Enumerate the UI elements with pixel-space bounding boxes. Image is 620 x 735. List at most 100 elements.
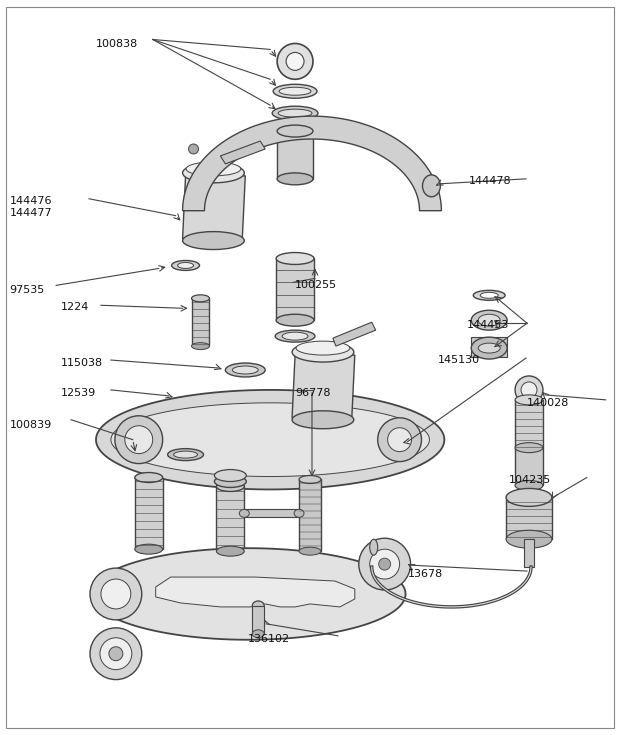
Text: 144476: 144476 [9, 196, 52, 206]
Bar [192, 298, 210, 346]
Circle shape [101, 579, 131, 609]
Text: 104235: 104235 [509, 475, 551, 484]
Circle shape [388, 428, 412, 451]
Polygon shape [182, 116, 441, 211]
Ellipse shape [277, 173, 313, 184]
Text: eReplacementParts.com: eReplacementParts.com [234, 404, 386, 416]
Circle shape [115, 416, 162, 464]
Bar [524, 539, 534, 567]
Circle shape [286, 52, 304, 71]
Polygon shape [156, 577, 355, 607]
Text: 144478: 144478 [469, 176, 512, 186]
Circle shape [90, 568, 142, 620]
Bar [277, 131, 313, 179]
Text: 100839: 100839 [9, 420, 51, 430]
Ellipse shape [167, 448, 203, 461]
Polygon shape [333, 322, 376, 346]
Ellipse shape [273, 85, 317, 98]
Ellipse shape [216, 481, 244, 492]
Ellipse shape [182, 232, 244, 249]
Ellipse shape [515, 395, 543, 405]
Ellipse shape [177, 262, 193, 268]
Circle shape [378, 417, 422, 462]
Text: 100838: 100838 [96, 40, 138, 49]
Bar [515, 400, 543, 448]
Circle shape [90, 628, 142, 680]
Ellipse shape [239, 509, 249, 517]
Ellipse shape [282, 332, 308, 340]
Ellipse shape [521, 382, 537, 398]
Ellipse shape [473, 290, 505, 301]
Ellipse shape [299, 476, 321, 484]
Ellipse shape [515, 481, 543, 490]
Ellipse shape [292, 342, 354, 362]
Text: 136102: 136102 [248, 634, 290, 644]
Ellipse shape [506, 530, 552, 548]
Ellipse shape [480, 293, 498, 298]
Text: 97535: 97535 [9, 285, 45, 295]
Ellipse shape [515, 442, 543, 453]
Ellipse shape [226, 363, 265, 377]
Circle shape [100, 638, 132, 670]
Ellipse shape [276, 315, 314, 326]
Ellipse shape [272, 106, 318, 120]
Text: 1224: 1224 [61, 302, 89, 312]
Ellipse shape [471, 337, 507, 359]
Ellipse shape [294, 509, 304, 517]
Bar [299, 479, 321, 551]
Ellipse shape [278, 110, 312, 117]
Ellipse shape [299, 547, 321, 555]
Ellipse shape [292, 411, 354, 429]
Text: 144453: 144453 [467, 320, 510, 330]
Ellipse shape [276, 253, 314, 265]
Ellipse shape [478, 343, 500, 353]
Ellipse shape [478, 315, 500, 326]
Text: 115038: 115038 [61, 358, 104, 368]
Ellipse shape [296, 341, 350, 355]
Ellipse shape [232, 366, 259, 374]
Ellipse shape [172, 260, 200, 270]
Ellipse shape [186, 162, 241, 176]
Ellipse shape [215, 470, 246, 481]
Text: 13678: 13678 [407, 569, 443, 579]
Circle shape [125, 426, 153, 453]
Ellipse shape [471, 310, 507, 330]
Bar [471, 337, 507, 357]
Circle shape [359, 538, 410, 590]
Polygon shape [292, 355, 355, 417]
Bar [244, 509, 299, 517]
Ellipse shape [422, 175, 440, 197]
Text: 96778: 96778 [295, 388, 330, 398]
Circle shape [379, 558, 391, 570]
Ellipse shape [135, 473, 162, 482]
Ellipse shape [192, 295, 210, 302]
Text: 145130: 145130 [438, 355, 479, 365]
Text: 144477: 144477 [9, 208, 52, 218]
Circle shape [188, 144, 198, 154]
Bar [506, 498, 552, 539]
Bar [135, 478, 162, 549]
Ellipse shape [135, 544, 162, 554]
Polygon shape [91, 548, 405, 639]
Text: 140028: 140028 [527, 398, 569, 408]
Polygon shape [220, 141, 265, 164]
Ellipse shape [182, 163, 244, 183]
Ellipse shape [277, 125, 313, 137]
Bar [276, 259, 314, 320]
Ellipse shape [252, 630, 264, 638]
Ellipse shape [515, 376, 543, 404]
Bar [216, 487, 244, 551]
Circle shape [109, 647, 123, 661]
Ellipse shape [370, 539, 378, 555]
Ellipse shape [216, 546, 244, 556]
Ellipse shape [215, 476, 246, 487]
Ellipse shape [275, 330, 315, 342]
Bar [252, 606, 264, 634]
Ellipse shape [192, 343, 210, 350]
Bar [515, 448, 543, 486]
Ellipse shape [279, 87, 311, 96]
Circle shape [370, 549, 400, 579]
Polygon shape [96, 390, 445, 490]
Text: 12539: 12539 [61, 388, 96, 398]
Ellipse shape [506, 489, 552, 506]
